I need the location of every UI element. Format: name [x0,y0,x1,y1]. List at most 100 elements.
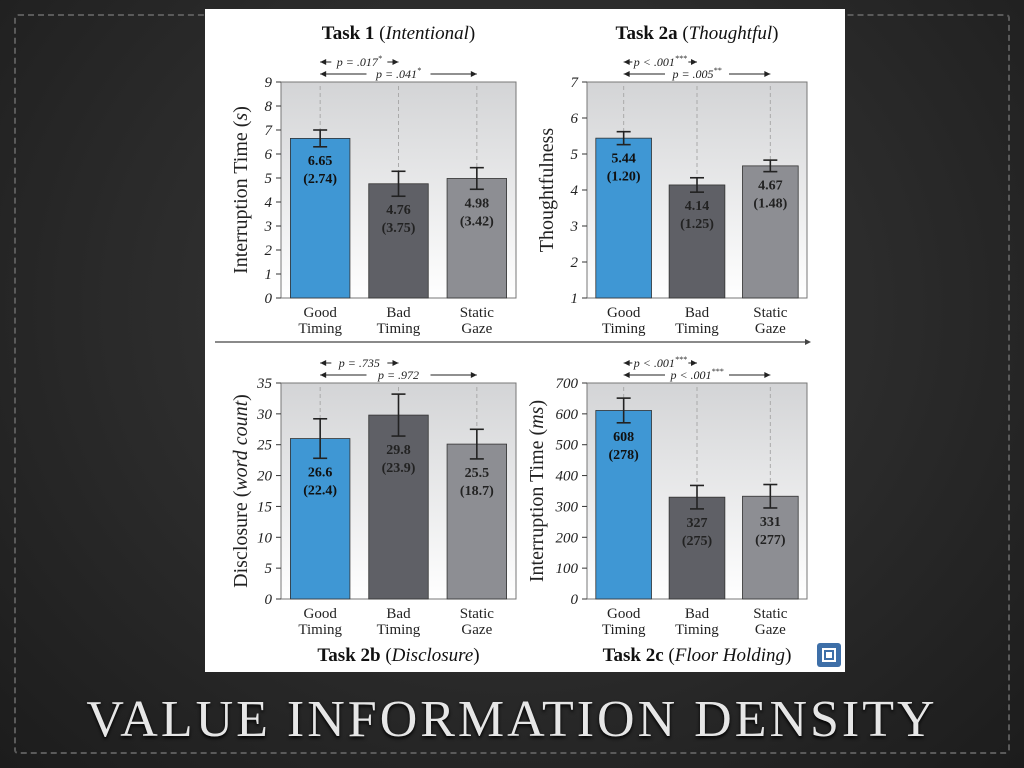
y-axis-label-text: Disclosure ( [230,490,252,588]
comparison-label-2: p = .972 [377,368,419,382]
chart-title-paren: ( [379,23,385,44]
y-tick-label: 15 [257,499,273,515]
bar-sd-label: (22.4) [303,483,337,498]
x-category-label: Good [303,606,337,622]
y-axis-label-text: Interruption Time ( [230,120,252,274]
x-category-label: Timing [377,321,421,337]
bar-sd-label: (3.42) [460,214,494,229]
bar-sd-label: (1.48) [753,197,787,212]
bar-value-label: 29.8 [386,443,411,458]
figure-panel: 0 1 2 3 4 5 6 7 8 9 Interruption Time (s) 6.65 (2.74… [205,9,845,672]
y-tick-label: 600 [556,407,579,423]
chart-title-paren: ( [385,645,391,666]
comparison-label-1-text: p = .735 [338,356,380,370]
y-axis-label-unit: s [230,113,252,121]
x-category-label: Timing [675,321,719,337]
x-category-label: Timing [298,622,342,638]
y-tick-label: 200 [556,530,579,546]
chart-title: Task 1 (Intentional) [322,23,475,44]
comparison-line-2-head-right [764,372,771,378]
bar-sd-label: (1.20) [607,170,641,185]
y-tick-label: 2 [265,243,273,259]
chart-1: 0 1 2 3 4 5 6 7 8 9 Interruption Time (s) 6.65 (2.74… [230,23,517,337]
x-category-label: Good [607,305,641,321]
y-tick-label: 7 [265,123,274,139]
comparison-label-1-stars: *** [675,355,687,364]
comparison-label-1: p < .001*** [633,54,687,69]
chart-title-italic: Floor Holding [674,645,785,666]
bar-sd-label: (1.25) [680,217,714,232]
x-category-label: Timing [675,622,719,638]
y-tick-label: 20 [257,469,273,485]
comparison-label-2-text: p < .001 [669,368,711,382]
comparison-label-2-text: p = .972 [377,368,419,382]
comparison-label-1-text: p < .001 [633,55,675,69]
bar-sd-label: (23.9) [382,461,416,476]
separator-arrowhead [805,339,811,345]
bar-value-label: 4.14 [685,199,710,214]
y-tick-label: 700 [556,376,579,392]
comparison-label-1-stars: *** [675,54,687,63]
bar-sd-label: (275) [682,534,713,549]
comparison-label-bg [632,54,689,68]
x-category-label: Good [607,606,641,622]
comparison-line-1-head-right [392,360,399,366]
comparison-line-1-head-left [320,360,327,366]
bar [290,137,351,299]
chart-title-paren: ( [668,645,674,666]
expand-icon[interactable] [817,643,841,667]
y-axis-label-close: ) [230,394,252,401]
comparison-label-1: p < .001*** [633,355,687,370]
comparison-label-1: p = .017* [336,54,382,69]
x-category-label: Timing [377,622,421,638]
y-tick-label: 3 [264,219,273,235]
chart-4: 0 100 200 300 400 500 600 700 Interruption Time … [526,355,808,666]
x-category-label: Timing [298,321,342,337]
comparison-label-bg [366,66,431,80]
chart-title-bold: Task 1 [322,23,379,44]
comparison-label-bg [366,367,431,381]
x-category-label: Static [753,606,788,622]
comparison-label-2-stars: *** [712,367,724,376]
bar-value-label: 25.5 [465,466,490,481]
bar [446,443,507,600]
comparison-label-1: p = .735 [338,356,380,370]
x-category-label: Gaze [461,321,492,337]
x-category-label: Static [460,305,495,321]
chart-title-bold: Task 2c [603,645,669,666]
x-category-label: Gaze [755,321,786,337]
y-axis-label-close: ) [230,106,252,113]
bar-sd-label: (3.75) [382,221,416,236]
chart-title: Task 2c (Floor Holding) [603,645,792,666]
comparison-line-2-head-right [470,71,477,77]
bar-value-label: 327 [687,516,708,531]
comparison-label-bg [331,54,388,68]
chart-title-paren: ) [469,23,475,44]
comparison-line-1-head-left [623,360,630,366]
comparison-line-1-head-right [691,59,697,65]
comparison-label-bg [331,355,388,369]
y-tick-label: 400 [556,469,579,485]
comparison-label-2: p = .005** [671,66,721,81]
comparison-line-1-head-right [392,59,399,65]
bar [595,410,652,600]
y-axis-label-unit: word count [230,400,252,490]
y-tick-label: 5 [265,171,273,187]
bar [290,438,351,600]
bar-sd-label: (278) [609,448,640,463]
y-tick-label: 10 [257,530,273,546]
x-category-label: Timing [602,321,646,337]
y-tick-label: 6 [571,111,579,127]
y-tick-label: 2 [571,255,579,271]
bar-value-label: 608 [613,430,634,445]
bar [595,137,652,299]
comparison-label-2-text: p = .005 [671,67,713,81]
bar-value-label: 4.98 [465,196,490,211]
bar [742,165,799,299]
comparison-label-bg [665,367,729,381]
comparison-line-2-head-right [764,71,771,77]
bar-sd-label: (18.7) [460,484,494,499]
y-axis-label: Disclosure (word count) [230,394,252,588]
y-tick-label: 100 [556,561,579,577]
y-tick-label: 1 [571,291,579,307]
